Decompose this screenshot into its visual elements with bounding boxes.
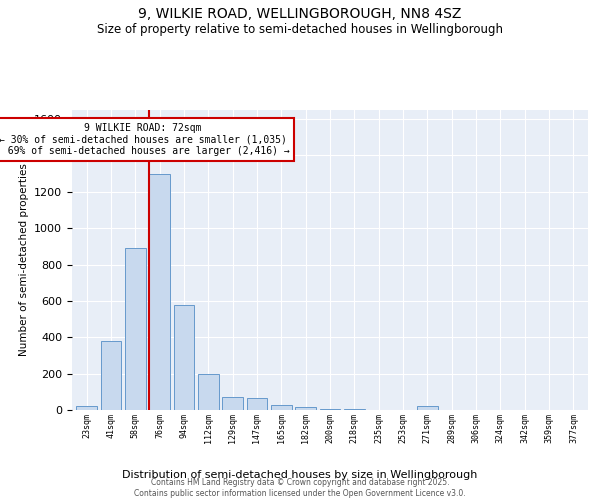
- Bar: [101, 341, 121, 410]
- Bar: [173, 306, 194, 410]
- Bar: [247, 398, 268, 410]
- Bar: [76, 406, 97, 410]
- Text: Distribution of semi-detached houses by size in Wellingborough: Distribution of semi-detached houses by …: [122, 470, 478, 480]
- Bar: [149, 174, 170, 410]
- Y-axis label: Number of semi-detached properties: Number of semi-detached properties: [19, 164, 29, 356]
- Text: Contains HM Land Registry data © Crown copyright and database right 2025.
Contai: Contains HM Land Registry data © Crown c…: [134, 478, 466, 498]
- Text: 9, WILKIE ROAD, WELLINGBOROUGH, NN8 4SZ: 9, WILKIE ROAD, WELLINGBOROUGH, NN8 4SZ: [139, 8, 461, 22]
- Bar: [295, 408, 316, 410]
- Text: 9 WILKIE ROAD: 72sqm
← 30% of semi-detached houses are smaller (1,035)
  69% of : 9 WILKIE ROAD: 72sqm ← 30% of semi-detac…: [0, 122, 289, 156]
- Bar: [271, 406, 292, 410]
- Text: Size of property relative to semi-detached houses in Wellingborough: Size of property relative to semi-detach…: [97, 22, 503, 36]
- Bar: [125, 248, 146, 410]
- Bar: [198, 374, 218, 410]
- Bar: [417, 406, 438, 410]
- Bar: [344, 409, 365, 410]
- Bar: [222, 398, 243, 410]
- Bar: [320, 409, 340, 410]
